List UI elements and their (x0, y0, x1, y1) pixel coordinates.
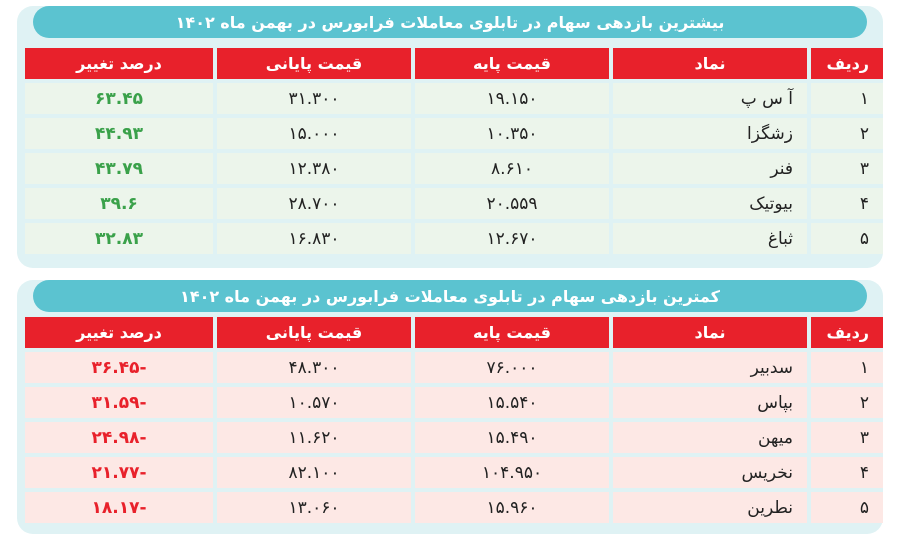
top-table-header: ردیف نماد قیمت پایه قیمت پایانی درصد تغی… (17, 48, 883, 79)
row-rank: ۱ (811, 83, 883, 114)
table-row: ۵ نطرین ۱۵.۹۶۰ ۱۳.۰۶۰ -۱۸.۱۷ (17, 492, 883, 523)
table-row: ۱ آ س پ ۱۹.۱۵۰ ۳۱.۳۰۰ ۶۳.۴۵ (17, 83, 883, 114)
row-rank: ۲ (811, 387, 883, 418)
header-symbol: نماد (613, 317, 807, 348)
table-row: ۳ فنر ۸.۶۱۰ ۱۲.۳۸۰ ۴۳.۷۹ (17, 153, 883, 184)
row-symbol: آ س پ (613, 83, 807, 114)
table-row: ۴ بیوتیک ۲۰.۵۵۹ ۲۸.۷۰۰ ۳۹.۶ (17, 188, 883, 219)
row-base-price: ۱۵.۵۴۰ (415, 387, 609, 418)
row-rank: ۴ (811, 188, 883, 219)
row-symbol: سدبیر (613, 352, 807, 383)
row-close-price: ۱۰.۵۷۰ (217, 387, 411, 418)
row-symbol: نخریس (613, 457, 807, 488)
row-close-price: ۱۵.۰۰۰ (217, 118, 411, 149)
row-rank: ۲ (811, 118, 883, 149)
table-row: ۲ زشگزا ۱۰.۳۵۰ ۱۵.۰۰۰ ۴۴.۹۳ (17, 118, 883, 149)
row-change-percent: -۲۴.۹۸ (25, 422, 213, 453)
top-panel-title: بیشترین بازدهی سهام در تابلوی معاملات فر… (33, 6, 867, 38)
table-row: ۲ بپاس ۱۵.۵۴۰ ۱۰.۵۷۰ -۳۱.۵۹ (17, 387, 883, 418)
header-change-percent: درصد تغییر (25, 317, 213, 348)
row-close-price: ۱۲.۳۸۰ (217, 153, 411, 184)
header-close-price: قیمت پایانی (217, 317, 411, 348)
header-close-price: قیمت پایانی (217, 48, 411, 79)
row-rank: ۵ (811, 223, 883, 254)
row-rank: ۴ (811, 457, 883, 488)
row-base-price: ۷۶.۰۰۰ (415, 352, 609, 383)
row-symbol: فنر (613, 153, 807, 184)
row-change-percent: ۴۴.۹۳ (25, 118, 213, 149)
table-row: ۵ ثباغ ۱۲.۶۷۰ ۱۶.۸۳۰ ۳۲.۸۳ (17, 223, 883, 254)
row-base-price: ۱۵.۴۹۰ (415, 422, 609, 453)
row-symbol: زشگزا (613, 118, 807, 149)
row-close-price: ۱۳.۰۶۰ (217, 492, 411, 523)
row-base-price: ۱۰.۳۵۰ (415, 118, 609, 149)
row-change-percent: ۳۹.۶ (25, 188, 213, 219)
row-symbol: بیوتیک (613, 188, 807, 219)
row-close-price: ۱۱.۶۲۰ (217, 422, 411, 453)
row-close-price: ۱۶.۸۳۰ (217, 223, 411, 254)
row-close-price: ۲۸.۷۰۰ (217, 188, 411, 219)
row-change-percent: ۳۲.۸۳ (25, 223, 213, 254)
row-change-percent: -۲۱.۷۷ (25, 457, 213, 488)
header-change-percent: درصد تغییر (25, 48, 213, 79)
table-row: ۳ میهن ۱۵.۴۹۰ ۱۱.۶۲۰ -۲۴.۹۸ (17, 422, 883, 453)
row-base-price: ۱۵.۹۶۰ (415, 492, 609, 523)
row-rank: ۵ (811, 492, 883, 523)
row-change-percent: -۳۶.۴۵ (25, 352, 213, 383)
top-returns-panel: بیشترین بازدهی سهام در تابلوی معاملات فر… (17, 6, 883, 268)
row-change-percent: ۶۳.۴۵ (25, 83, 213, 114)
bottom-panel-title: کمترین بازدهی سهام در تابلوی معاملات فرا… (33, 280, 867, 312)
bottom-returns-table: ردیف نماد قیمت پایه قیمت پایانی درصد تغی… (17, 317, 883, 523)
row-change-percent: -۳۱.۵۹ (25, 387, 213, 418)
header-symbol: نماد (613, 48, 807, 79)
row-base-price: ۱۰۴.۹۵۰ (415, 457, 609, 488)
row-base-price: ۱۲.۶۷۰ (415, 223, 609, 254)
row-change-percent: -۱۸.۱۷ (25, 492, 213, 523)
row-base-price: ۸.۶۱۰ (415, 153, 609, 184)
row-symbol: میهن (613, 422, 807, 453)
header-base-price: قیمت پایه (415, 48, 609, 79)
row-close-price: ۳۱.۳۰۰ (217, 83, 411, 114)
row-symbol: نطرین (613, 492, 807, 523)
top-returns-table: ردیف نماد قیمت پایه قیمت پایانی درصد تغی… (17, 48, 883, 254)
row-rank: ۱ (811, 352, 883, 383)
header-rank: ردیف (811, 48, 883, 79)
row-close-price: ۸۲.۱۰۰ (217, 457, 411, 488)
bottom-table-header: ردیف نماد قیمت پایه قیمت پایانی درصد تغی… (17, 317, 883, 348)
row-base-price: ۲۰.۵۵۹ (415, 188, 609, 219)
header-rank: ردیف (811, 317, 883, 348)
row-close-price: ۴۸.۳۰۰ (217, 352, 411, 383)
row-symbol: بپاس (613, 387, 807, 418)
row-rank: ۳ (811, 153, 883, 184)
table-row: ۴ نخریس ۱۰۴.۹۵۰ ۸۲.۱۰۰ -۲۱.۷۷ (17, 457, 883, 488)
row-base-price: ۱۹.۱۵۰ (415, 83, 609, 114)
table-row: ۱ سدبیر ۷۶.۰۰۰ ۴۸.۳۰۰ -۳۶.۴۵ (17, 352, 883, 383)
header-base-price: قیمت پایه (415, 317, 609, 348)
bottom-returns-panel: کمترین بازدهی سهام در تابلوی معاملات فرا… (17, 280, 883, 534)
row-rank: ۳ (811, 422, 883, 453)
row-symbol: ثباغ (613, 223, 807, 254)
row-change-percent: ۴۳.۷۹ (25, 153, 213, 184)
